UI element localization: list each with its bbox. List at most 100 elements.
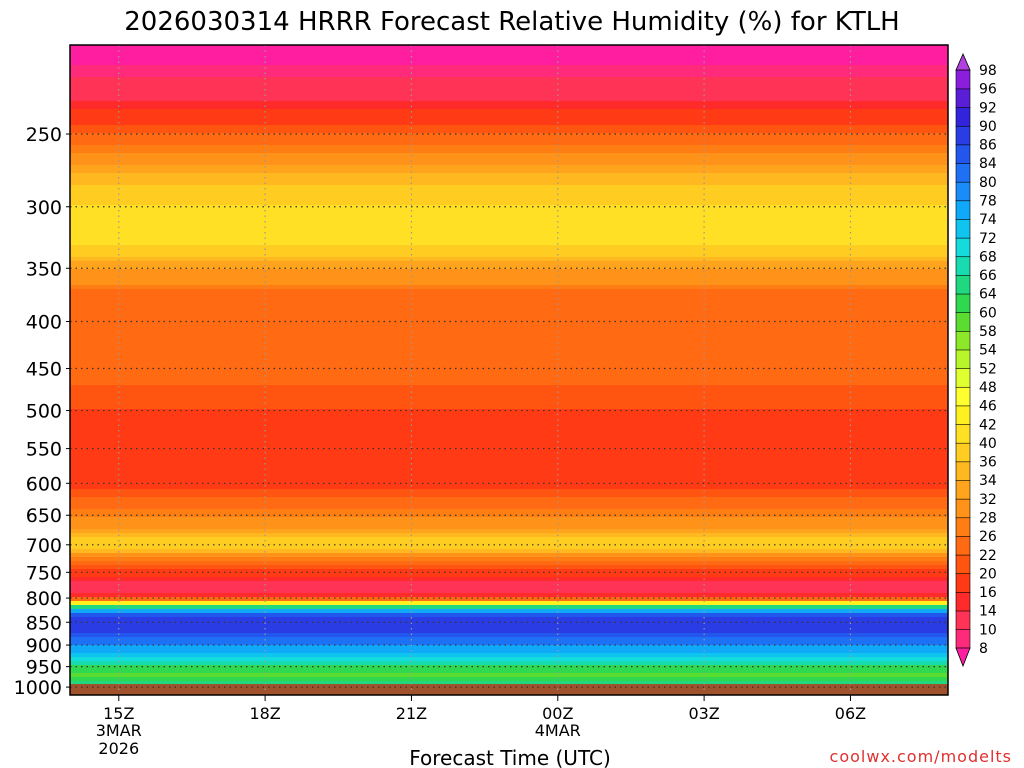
rh-band xyxy=(70,333,948,338)
rh-band xyxy=(70,565,948,570)
y-tick-label: 950 xyxy=(26,657,62,679)
rh-band xyxy=(70,149,948,154)
rh-band xyxy=(70,61,948,66)
rh-band xyxy=(70,441,948,446)
rh-band xyxy=(70,117,948,122)
rh-band xyxy=(70,493,948,498)
rh-band xyxy=(70,573,948,578)
colorbar-label: 68 xyxy=(979,249,997,265)
y-tick-label: 600 xyxy=(26,473,62,495)
rh-band xyxy=(70,137,948,142)
colorbar-swatch xyxy=(955,442,971,463)
rh-band xyxy=(70,277,948,282)
x-tick-date: 3MAR xyxy=(96,721,142,740)
colorbar: 8 10 14 16 20 22 26 28 32 34 36 40 42 46 48 52 54 58 60 64 6… xyxy=(955,53,997,668)
colorbar-label: 96 xyxy=(979,82,997,98)
rh-band xyxy=(70,313,948,318)
rh-band xyxy=(70,57,948,62)
rh-band xyxy=(70,581,948,586)
rh-band xyxy=(70,393,948,398)
rh-band xyxy=(70,465,948,470)
chart-title: 2026030314 HRRR Forecast Relative Humidi… xyxy=(124,7,899,37)
rh-band xyxy=(70,489,948,494)
rh-band xyxy=(70,665,948,670)
colorbar-label: 84 xyxy=(979,156,997,172)
colorbar-swatch xyxy=(955,517,971,537)
rh-band xyxy=(70,185,948,190)
rh-band xyxy=(70,325,948,330)
rh-band xyxy=(70,673,948,678)
x-tick-label: 18Z xyxy=(249,704,280,723)
rh-band xyxy=(70,101,948,106)
rh-band xyxy=(70,473,948,478)
rh-band xyxy=(70,125,948,130)
rh-band xyxy=(70,417,948,422)
colorbar-label: 54 xyxy=(979,343,997,359)
rh-band xyxy=(70,53,948,58)
rh-band xyxy=(70,265,948,270)
colorbar-label: 86 xyxy=(979,138,997,154)
colorbar-min-arrow xyxy=(955,647,971,668)
x-tick-label: 21Z xyxy=(396,704,427,723)
rh-band xyxy=(70,561,948,566)
rh-band xyxy=(70,81,948,86)
rh-band xyxy=(70,293,948,298)
rh-band xyxy=(70,433,948,438)
rh-band xyxy=(70,589,948,594)
y-tick-label: 900 xyxy=(26,635,62,657)
colorbar-label: 98 xyxy=(979,63,997,79)
rh-band xyxy=(70,273,948,278)
x-tick-label: 03Z xyxy=(688,704,719,723)
colorbar-label: 80 xyxy=(979,175,997,191)
y-tick-label: 850 xyxy=(26,612,62,634)
rh-band xyxy=(70,213,948,218)
rh-band xyxy=(70,77,948,82)
y-tick-label: 550 xyxy=(26,439,62,461)
rh-band xyxy=(70,237,948,242)
rh-band xyxy=(70,109,948,114)
colorbar-swatch xyxy=(955,591,971,612)
rh-band xyxy=(70,649,948,654)
rh-band xyxy=(70,397,948,402)
rh-band xyxy=(70,557,948,562)
rh-band xyxy=(70,121,948,126)
rh-band xyxy=(70,401,948,406)
rh-band xyxy=(70,209,948,214)
rh-band xyxy=(70,309,948,314)
colorbar-swatch xyxy=(955,330,971,351)
colorbar-swatch xyxy=(955,554,971,575)
rh-band xyxy=(70,249,948,254)
y-tick-label: 400 xyxy=(26,312,62,334)
colorbar-label: 20 xyxy=(979,566,997,582)
rh-band xyxy=(70,169,948,174)
rh-band xyxy=(70,641,948,646)
rh-band xyxy=(70,577,948,582)
rh-band xyxy=(70,569,948,574)
rh-band xyxy=(70,469,948,474)
colorbar-swatch xyxy=(955,256,971,276)
rh-band xyxy=(70,605,948,610)
rh-band xyxy=(70,305,948,310)
rh-band xyxy=(70,345,948,350)
colorbar-label: 28 xyxy=(979,510,997,526)
rh-band xyxy=(70,289,948,294)
rh-band xyxy=(70,541,948,546)
rh-band xyxy=(70,385,948,390)
colorbar-label: 42 xyxy=(979,417,997,433)
rh-band xyxy=(70,617,948,622)
plot-frame xyxy=(69,44,949,696)
colorbar-label: 64 xyxy=(979,287,997,303)
rh-band xyxy=(70,421,948,426)
rh-band xyxy=(70,593,948,598)
rh-band xyxy=(70,353,948,358)
rh-band xyxy=(70,505,948,510)
colorbar-swatch xyxy=(955,162,971,183)
x-tick-date: 4MAR xyxy=(535,721,581,740)
rh-band xyxy=(70,141,948,146)
rh-band xyxy=(70,193,948,198)
rh-band xyxy=(70,553,948,558)
rh-band xyxy=(70,285,948,290)
rh-band xyxy=(70,97,948,102)
x-tick-year: 2026 xyxy=(98,739,139,758)
colorbar-label: 32 xyxy=(979,492,997,508)
